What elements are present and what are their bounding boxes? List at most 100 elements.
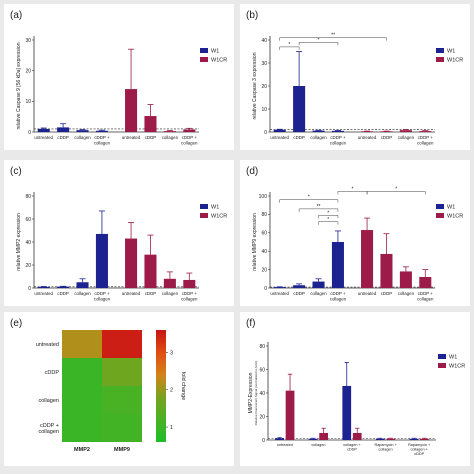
bar: [380, 253, 393, 288]
x-tick-label: collagen: [162, 291, 179, 296]
y-tick-label: 20: [261, 267, 267, 273]
y-tick-label: 10: [261, 107, 267, 113]
bar: [308, 438, 318, 440]
x-tick-label: cDDP: [57, 291, 69, 296]
x-tick-label: cDDP: [145, 291, 157, 296]
panel-d: (d) 0 20 40 60 80 100 relative MMP9 expression u…: [240, 160, 470, 306]
x-tick-label: untreated: [122, 291, 141, 296]
colorbar-tick-label: 1: [170, 425, 173, 431]
legend-swatch: [436, 57, 444, 62]
significance-label: **: [317, 204, 321, 210]
panel-c: (c) 0 20 40 60 80 relative MMP2 expression untr…: [4, 160, 234, 306]
heatmap-cell: [62, 330, 102, 358]
bar: [57, 286, 70, 288]
y-tick-label: 20: [25, 263, 31, 269]
significance-bracket: [279, 46, 300, 50]
legend-swatch: [438, 354, 446, 359]
y-axis-label: relative Caspase 9 [56 kDa] expression: [16, 42, 22, 129]
x-tick-label: cDDP: [347, 448, 357, 452]
bar: [420, 438, 429, 440]
x-tick-label: cDDP +: [182, 135, 198, 140]
x-tick-label: cDDP +: [94, 135, 110, 140]
x-tick-label: collagen: [379, 448, 393, 452]
bar: [375, 438, 385, 440]
x-tick-label: collagen: [162, 135, 179, 140]
legend-label: W1CR: [447, 214, 463, 220]
heatmap-row-label: collagen: [39, 398, 60, 404]
panel-e: (e) untreated cDDP collagen cDDP + collagen MM…: [4, 312, 234, 466]
y-tick-label: 30: [261, 61, 267, 67]
bar: [319, 432, 329, 440]
legend-swatch: [200, 57, 208, 62]
significance-label: *: [318, 37, 320, 43]
heatmap-col-label: MMP9: [114, 447, 130, 453]
x-tick-label: untreated: [270, 135, 289, 140]
bar: [409, 438, 419, 440]
bar: [163, 131, 176, 132]
bar: [37, 286, 50, 288]
significance-label: *: [327, 210, 329, 216]
x-tick-label: cDDP: [145, 135, 157, 140]
panel-letter: (d): [246, 166, 258, 177]
bar: [183, 279, 196, 288]
x-tick-label: cDDP: [293, 135, 305, 140]
x-tick-label: collagen: [417, 297, 434, 302]
bar: [419, 276, 432, 288]
x-tick-label: Rapamycin +: [374, 443, 397, 447]
bar: [57, 127, 70, 132]
colorbar: [156, 330, 166, 442]
bar: [380, 131, 393, 132]
heatmap-cell: [62, 414, 102, 442]
x-tick-label: cDDP +: [94, 291, 110, 296]
legend-label: W1CR: [447, 58, 463, 64]
bar: [144, 116, 157, 132]
significance-label: *: [288, 42, 290, 48]
bar: [342, 385, 352, 440]
x-tick-label: cDDP: [414, 452, 424, 456]
panel-a: (a) 0 10 20 30 relative Caspase 9 [56 kDa] ex…: [4, 4, 234, 150]
bar: [312, 281, 325, 288]
x-tick-label: untreated: [34, 135, 53, 140]
x-tick-label: collagen +: [410, 448, 428, 452]
bar: [95, 233, 108, 288]
panel-letter: (f): [246, 318, 255, 329]
legend-swatch: [438, 363, 446, 368]
significance-bracket: [298, 208, 339, 212]
legend-label: W1: [211, 205, 219, 211]
x-tick-label: cDDP +: [330, 135, 346, 140]
x-tick-label: untreated: [122, 135, 141, 140]
y-tick-label: 0: [264, 286, 267, 292]
x-tick-label: untreated: [358, 135, 377, 140]
significance-label: *: [395, 186, 397, 192]
x-tick-label: collagen: [74, 291, 91, 296]
panel-letter: (e): [10, 318, 22, 329]
chart-d: (d) 0 20 40 60 80 100 relative MMP9 expression u…: [246, 166, 463, 302]
x-tick-label: collagen +: [343, 443, 361, 447]
x-tick-label: cDDP: [381, 135, 393, 140]
legend-swatch: [436, 213, 444, 218]
colorbar-tick-label: 3: [170, 350, 173, 356]
bar: [361, 230, 374, 288]
significance-label: *: [352, 186, 354, 192]
chart-c: (c) 0 20 40 60 80 relative MMP2 expression untr…: [10, 166, 227, 302]
x-tick-label: cDDP: [293, 291, 305, 296]
x-tick-label: untreated: [358, 291, 377, 296]
significance-bracket: [298, 42, 339, 46]
y-axis-sublabel: Relative Fluorescent Signal (normalized …: [254, 361, 258, 426]
bar: [293, 86, 306, 132]
bar: [163, 278, 176, 288]
significance-bracket: [279, 37, 387, 41]
y-tick-label: 0: [262, 438, 265, 444]
x-tick-label: collagen: [310, 291, 327, 296]
panel-b: (b) 0 10 20 30 40 relative Caspase 3 expressio…: [240, 4, 470, 150]
y-tick-label: 0: [264, 130, 267, 136]
y-tick-label: 20: [259, 414, 265, 420]
heatmap-col-label: MMP2: [74, 447, 90, 453]
x-tick-label: collagen: [94, 297, 111, 302]
chart-b: (b) 0 10 20 30 40 relative Caspase 3 expressio…: [246, 10, 463, 146]
heatmap-row-label: cDDP +: [40, 423, 59, 429]
bar: [352, 432, 362, 440]
x-tick-label: collagen: [330, 297, 347, 302]
